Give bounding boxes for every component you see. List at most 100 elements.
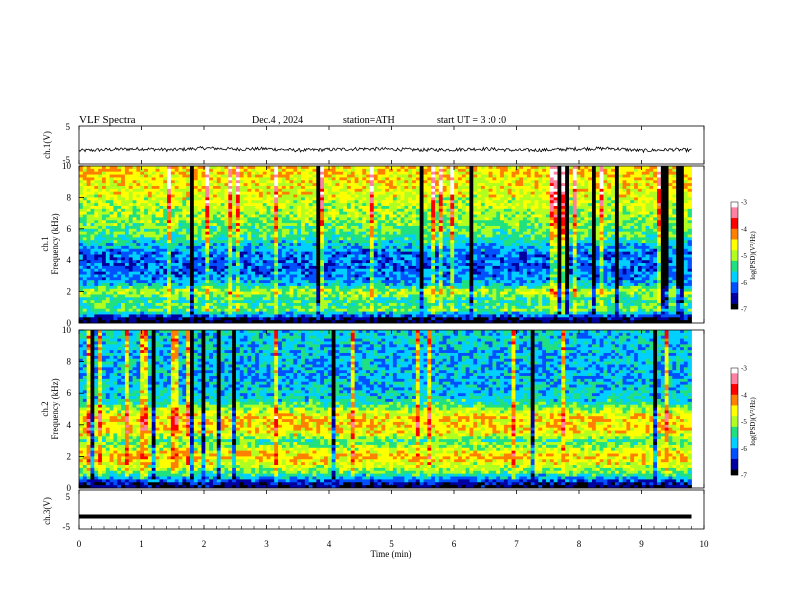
spectrogram-cell: [346, 185, 352, 190]
spectrogram-cell: [312, 217, 317, 221]
spectrogram-cell: [232, 217, 237, 221]
spectrogram-cell: [408, 308, 413, 312]
spectrogram-cell: [389, 305, 394, 310]
spectrogram-cell: [170, 248, 176, 253]
spectrogram-cell: [224, 283, 229, 287]
spectrogram-cell: [385, 277, 390, 281]
spectrogram-cell: [346, 183, 352, 187]
spectrogram-cell: [258, 240, 264, 244]
spectrogram-cell: [324, 237, 329, 241]
spectrogram-cell: [285, 194, 290, 198]
spectrogram-cell: [201, 257, 206, 261]
spectrogram-cell: [274, 274, 279, 278]
spectrogram-cell: [170, 245, 176, 250]
spectrogram-cell: [412, 305, 417, 310]
spectrogram-cell: [327, 271, 333, 275]
spectrogram-cell: [235, 205, 241, 210]
spectrogram-cell: [316, 203, 321, 207]
spectrogram-cell: [113, 305, 118, 310]
spectrogram-cell: [243, 260, 248, 264]
spectrogram-cell: [247, 254, 252, 258]
spectrogram-cell: [274, 248, 279, 253]
spectrogram-cell: [293, 168, 298, 173]
spectrogram-cell: [113, 205, 118, 210]
spectrogram-cell: [82, 280, 88, 284]
spectrogram-cell: [224, 166, 229, 170]
spectrogram-cell: [136, 214, 141, 218]
spectrogram-cell: [101, 203, 107, 207]
spectrogram-cell: [316, 223, 321, 227]
spectrogram-cell: [101, 188, 107, 193]
spectrogram-cell: [82, 297, 88, 301]
spectrogram-cell: [140, 177, 145, 181]
spectrogram-cell: [205, 277, 210, 281]
spectrogram-cell: [343, 217, 348, 221]
spectrogram-cell: [293, 308, 298, 312]
spectrogram-cell: [136, 260, 141, 264]
spectrogram-cell: [308, 205, 313, 210]
spectrogram-cell: [412, 228, 417, 233]
spectrogram-cell: [289, 166, 294, 170]
spectrogram-cell: [155, 168, 160, 173]
spectrogram-cell: [144, 277, 149, 281]
spectrogram-cell: [350, 228, 356, 233]
spectrogram-cell: [350, 320, 356, 324]
spectrogram-cell: [362, 180, 367, 184]
spectrogram-cell: [224, 217, 229, 221]
spectrogram-cell: [163, 205, 168, 210]
spectrogram-cell: [170, 234, 176, 238]
spectrogram-cell: [94, 291, 99, 295]
spectrogram-cell: [415, 177, 421, 181]
spectrogram-cell: [293, 263, 298, 267]
spectrogram-cell: [423, 208, 428, 213]
spectrogram-cell: [124, 223, 130, 227]
spectrogram-cell: [94, 214, 99, 218]
spectrogram-cell: [98, 271, 103, 275]
spectrogram-cell: [274, 280, 279, 284]
spectrogram-cell: [101, 254, 107, 258]
spectrogram-cell: [224, 300, 229, 304]
spectrogram-cell: [369, 234, 375, 238]
spectrogram-cell: [144, 208, 149, 213]
spectrogram-cell: [90, 314, 95, 318]
spectrogram-cell: [335, 217, 340, 221]
spectrogram-cell: [94, 240, 99, 244]
spectrogram-cell: [147, 280, 153, 284]
spectrogram-cell: [193, 214, 199, 218]
spectrogram-cell: [243, 205, 248, 210]
spectrogram-cell: [316, 257, 321, 261]
spectrogram-cell: [343, 205, 348, 210]
spectrogram-cell: [235, 223, 241, 227]
spectrogram-cell: [423, 231, 428, 235]
spectrogram-cell: [316, 240, 321, 244]
spectrogram-cell: [266, 183, 271, 187]
spectrogram-cell: [232, 254, 237, 258]
spectrogram-cell: [124, 168, 130, 173]
spectrogram-cell: [167, 280, 172, 284]
spectrogram-cell: [297, 194, 302, 198]
spectrogram-cell: [239, 245, 245, 250]
spectrogram-cell: [94, 194, 99, 198]
spectrogram-cell: [79, 168, 84, 173]
spectrogram-cell: [258, 237, 264, 241]
spectrogram-cell: [209, 297, 214, 301]
spectrogram-cell: [331, 308, 336, 312]
spectrogram-cell: [94, 197, 99, 201]
spectrogram-cell: [301, 280, 306, 284]
spectrogram-cell: [232, 174, 237, 178]
spectrogram-cell: [366, 294, 371, 298]
spectrogram-cell: [412, 194, 417, 198]
spectrogram-cell: [101, 317, 107, 321]
spectrogram-cell: [128, 297, 133, 301]
spectrogram-cell: [239, 237, 245, 241]
spectrogram-cell: [404, 311, 409, 315]
spectrogram-cell: [251, 274, 256, 278]
spectrogram-cell: [358, 203, 363, 207]
spectrogram-cell: [105, 217, 111, 221]
spectrogram-cell: [243, 240, 248, 244]
spectrogram-cell: [105, 183, 111, 187]
spectrogram-cell: [101, 251, 107, 255]
spectrogram-cell: [128, 311, 133, 315]
spectrogram-cell: [343, 305, 348, 310]
spectrogram-cell: [151, 294, 156, 298]
